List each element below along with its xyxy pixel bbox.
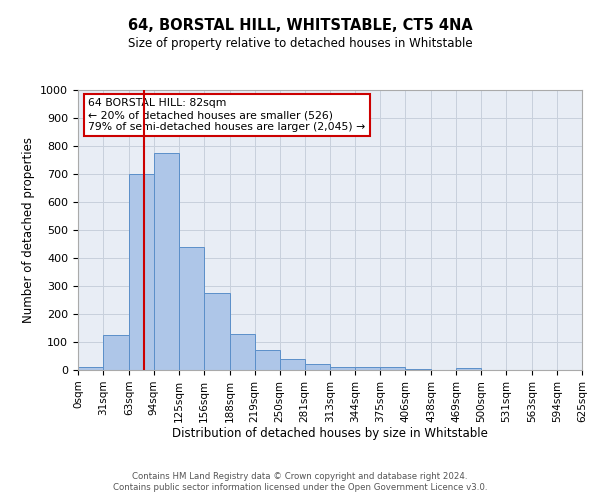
Text: Contains HM Land Registry data © Crown copyright and database right 2024.: Contains HM Land Registry data © Crown c… (132, 472, 468, 481)
Text: Size of property relative to detached houses in Whitstable: Size of property relative to detached ho… (128, 38, 472, 51)
Bar (380, 367, 406, 370)
Text: Contains public sector information licensed under the Open Government Licence v3: Contains public sector information licen… (113, 484, 487, 492)
Text: 64 BORSTAL HILL: 82sqm
← 20% of detached houses are smaller (526)
79% of semi-de: 64 BORSTAL HILL: 82sqm ← 20% of detached… (88, 98, 365, 132)
Y-axis label: Number of detached properties: Number of detached properties (22, 137, 35, 323)
Bar (456, 368, 481, 370)
Bar (179, 247, 204, 370)
Bar (103, 335, 129, 370)
X-axis label: Distribution of detached houses by size in Whitstable: Distribution of detached houses by size … (172, 428, 488, 440)
Bar (254, 350, 280, 370)
Bar (406, 368, 431, 370)
Bar (230, 334, 254, 370)
Bar (204, 293, 230, 370)
Bar (129, 174, 154, 370)
Bar (154, 153, 179, 370)
Bar (355, 366, 380, 370)
Bar (331, 367, 355, 370)
Bar (78, 367, 103, 370)
Bar (280, 360, 305, 370)
Text: 64, BORSTAL HILL, WHITSTABLE, CT5 4NA: 64, BORSTAL HILL, WHITSTABLE, CT5 4NA (128, 18, 472, 32)
Bar (305, 364, 331, 370)
